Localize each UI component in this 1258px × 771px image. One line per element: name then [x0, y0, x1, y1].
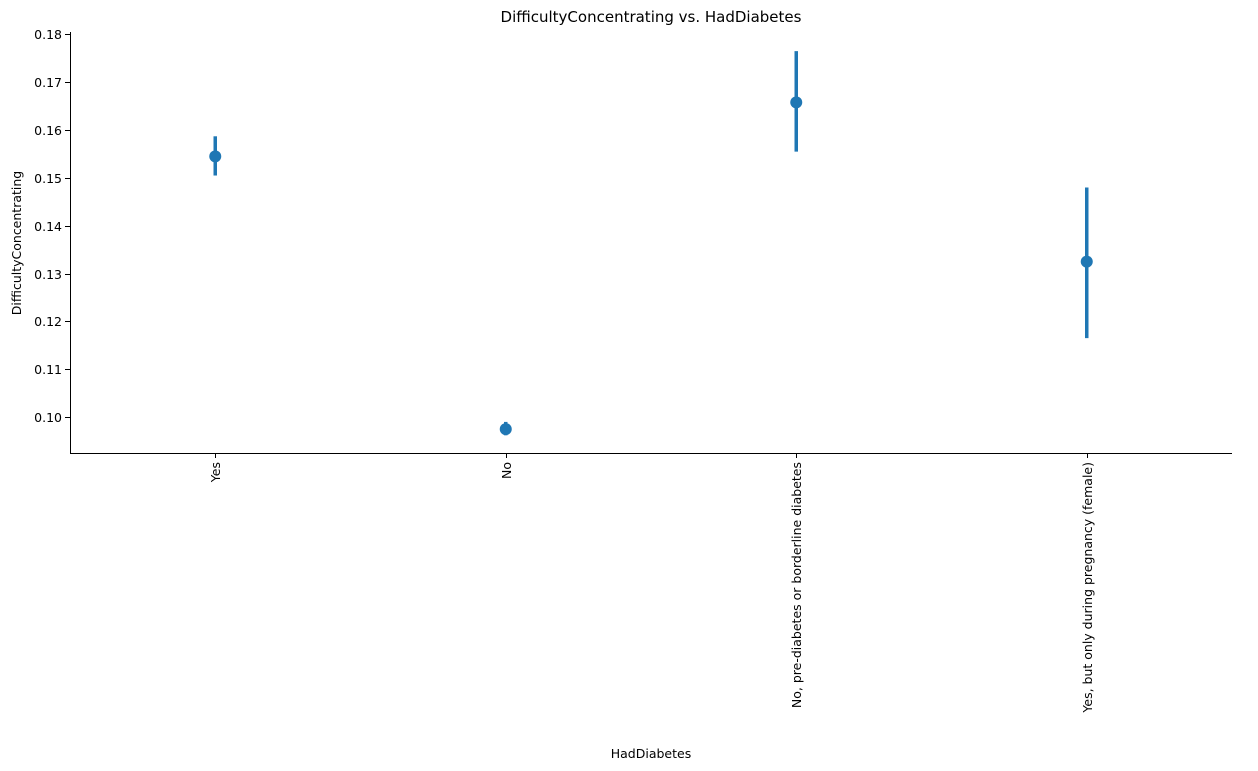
y-tick-label: 0.17	[34, 75, 62, 90]
y-tick-label: 0.13	[34, 267, 62, 282]
y-tick-label: 0.11	[34, 362, 62, 377]
y-tick-label: 0.18	[34, 27, 62, 42]
y-tick-label: 0.14	[34, 219, 62, 234]
data-point	[1080, 255, 1093, 268]
series-marks	[209, 51, 1093, 436]
y-tick-label: 0.16	[34, 123, 62, 138]
y-tick-label: 0.12	[34, 314, 62, 329]
y-axis-ticks: 0.10 0.11 0.12 0.13 0.14 0.15 0.16 0.17 0.18	[34, 27, 70, 425]
x-tick-label: No, pre-diabetes or borderline diabetes	[789, 462, 804, 708]
x-tick-label: No	[499, 462, 514, 479]
x-axis-title: HadDiabetes	[611, 746, 691, 761]
y-tick-label: 0.15	[34, 171, 62, 186]
data-point	[499, 423, 512, 436]
chart-title: DifficultyConcentrating vs. HadDiabetes	[501, 8, 802, 26]
data-point	[790, 96, 803, 109]
y-tick-label: 0.10	[34, 410, 62, 425]
x-tick-label: Yes	[208, 462, 223, 483]
x-tick-label: Yes, but only during pregnancy (female)	[1080, 462, 1095, 714]
x-axis-ticks: Yes No No, pre-diabetes or borderline diab…	[208, 453, 1095, 714]
data-point	[209, 150, 222, 163]
y-axis-title: DifficultyConcentrating	[9, 171, 24, 315]
